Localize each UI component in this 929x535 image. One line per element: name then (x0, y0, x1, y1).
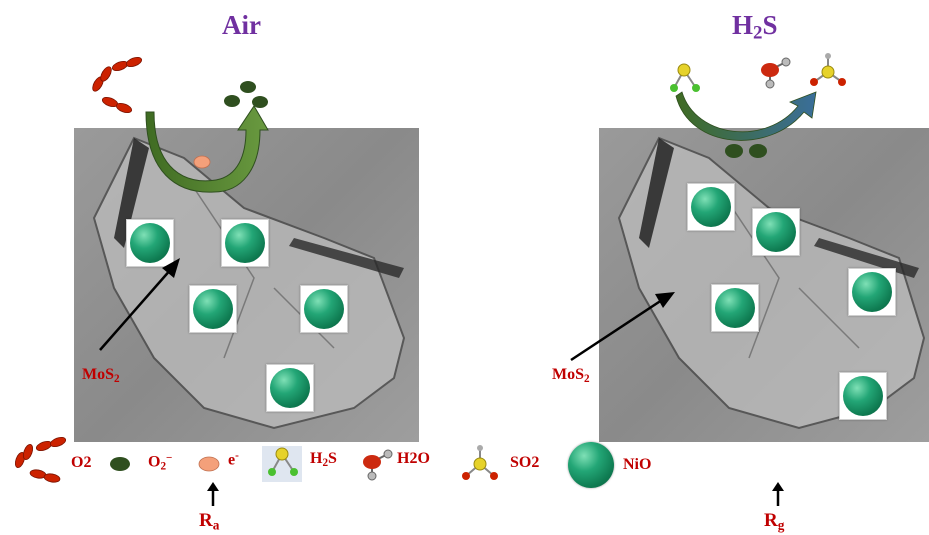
nio-particle (687, 183, 735, 231)
legend-so2-icon (462, 445, 498, 480)
legend-h2s-label: H2S (310, 450, 337, 469)
o2-minus-ions-icon (725, 144, 767, 158)
legend-h2o-label: H2O (397, 450, 430, 467)
legend-h2o-icon (363, 449, 393, 481)
nio-particle (221, 219, 269, 267)
mos2-label-left: MoS2 (82, 366, 120, 385)
nio-particle (189, 285, 237, 333)
nio-particle (848, 268, 896, 316)
legend-o2-label: O2 (71, 454, 92, 471)
nio-particle (126, 219, 174, 267)
mos2-label-right: MoS2 (552, 366, 590, 385)
h2o-molecule-icon (761, 57, 791, 89)
h2s-molecule-icon (670, 63, 700, 92)
rg-up-arrow-icon (772, 482, 784, 506)
legend-o2-minus-label: O2− (148, 452, 173, 473)
so2-molecule-icon (810, 53, 846, 86)
mos2-pointer-arrow-right (570, 292, 675, 362)
air-title: Air (222, 10, 261, 40)
legend-oxygen-icon (14, 436, 67, 483)
o2-minus-ions-icon (224, 81, 268, 108)
legend-nio-label: NiO (623, 456, 652, 473)
legend-electron-icon (198, 456, 220, 472)
reaction-arrow-icon (675, 91, 817, 141)
nio-particle (711, 284, 759, 332)
nio-particle (266, 364, 314, 412)
rg-label: Rg (764, 510, 785, 533)
legend-electron-label: e- (228, 450, 239, 469)
legend-o2-minus-icon (110, 457, 130, 471)
legend-so2-label: SO2 (510, 454, 540, 471)
mos2-pointer-arrow-left (99, 258, 180, 351)
adsorption-arrow-icon (145, 105, 269, 193)
tem-image-air (74, 128, 419, 442)
h2s-title: H2S (732, 10, 778, 44)
legend-h2s-icon (262, 446, 302, 482)
legend-nio-icon (568, 442, 614, 488)
mos2-flake-left (92, 136, 406, 430)
oxygen-molecules-icon (92, 56, 143, 114)
ra-up-arrow-icon (207, 482, 219, 506)
nio-particle (752, 208, 800, 256)
nio-particle (300, 285, 348, 333)
ra-label: Ra (199, 510, 220, 533)
nio-particle (839, 372, 887, 420)
